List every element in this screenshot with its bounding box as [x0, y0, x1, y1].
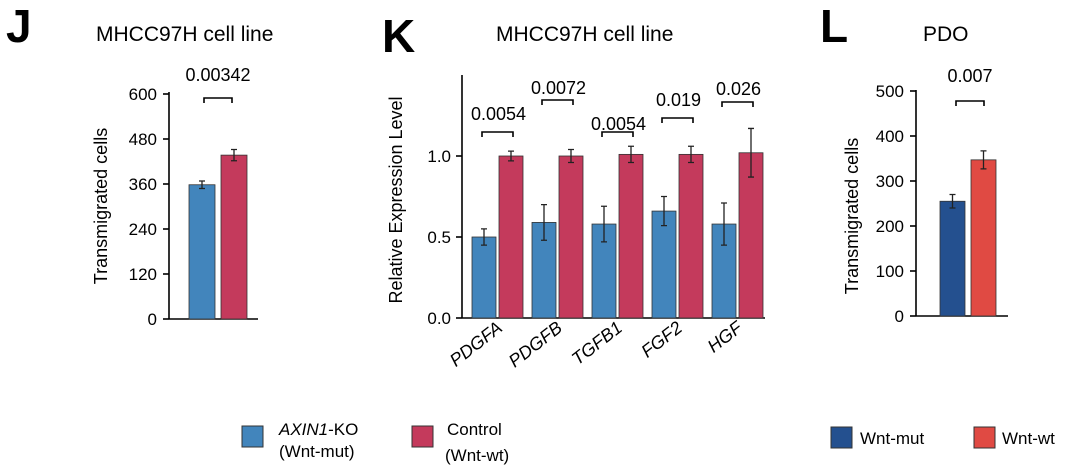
- legend-label-pdo-wnt-wt: Wnt-wt: [1002, 429, 1055, 448]
- panel-j-y-ticks: 0 120 240 360 480 600: [129, 85, 169, 329]
- panel-k-y-ticks: 0.0 0.5 1.0: [427, 147, 462, 328]
- bar: [618, 153, 644, 319]
- panel-j-ylabel: Transmigrated cells: [91, 128, 111, 284]
- error-bar: [661, 195, 667, 227]
- bar: [970, 159, 997, 317]
- category-label: PDGFB: [505, 317, 566, 371]
- legend-swatch-wnt-mut: [830, 426, 853, 449]
- legend-left: AXIN1-KO (Wnt-mut) Control (Wnt-wt): [241, 420, 509, 465]
- legend-label-wnt-wt: (Wnt-wt): [445, 446, 509, 465]
- legend-axin1-suffix: -KO: [328, 420, 358, 439]
- y-tick-label: 480: [129, 130, 157, 149]
- legend-label-axin1-ko: AXIN1-KO: [278, 420, 358, 439]
- y-tick-label: 500: [876, 82, 904, 101]
- category-label: PDGFA: [446, 317, 506, 370]
- panel-l-ylabel: Transmigrated cells: [842, 138, 862, 294]
- pvalue-label: 0.026: [716, 79, 761, 99]
- pvalue-bracket: [481, 131, 514, 137]
- panel-j-pvalue: 0.00342: [185, 65, 250, 85]
- error-bar: [568, 148, 574, 164]
- error-bar: [721, 202, 727, 246]
- pvalue-label: 0.0054: [591, 114, 646, 134]
- error-bar: [231, 148, 237, 162]
- panel-k-bars: [471, 127, 764, 319]
- legend-label-control: Control: [447, 420, 502, 439]
- y-tick-label: 120: [129, 265, 157, 284]
- bar: [651, 210, 677, 319]
- y-tick-label: 0: [895, 307, 904, 326]
- bar: [188, 184, 216, 320]
- panel-j: J MHCC97H cell line Transmigrated cells …: [6, 0, 273, 329]
- pvalue-bracket: [661, 117, 694, 123]
- y-tick-label: 200: [876, 217, 904, 236]
- error-bar: [688, 145, 694, 164]
- error-bar: [481, 228, 487, 246]
- pvalue-bracket: [721, 101, 754, 107]
- y-tick-label: 240: [129, 220, 157, 239]
- bar: [939, 200, 966, 317]
- error-bar: [748, 127, 754, 178]
- pvalue-label: 0.0054: [471, 104, 526, 124]
- legend-label-wnt-mut: (Wnt-mut): [279, 442, 355, 461]
- y-tick-label: 100: [876, 262, 904, 281]
- panel-l: L PDO Transmigrated cells 0 100 200 300 400 5…: [820, 0, 1008, 326]
- error-bar: [949, 193, 956, 209]
- legend-swatch-axin1-ko: [241, 425, 264, 448]
- legend-swatch-wnt-wt: [973, 426, 996, 449]
- panel-j-pvalue-bracket: [203, 97, 233, 103]
- error-bar: [541, 203, 547, 241]
- y-tick-label: 360: [129, 175, 157, 194]
- panel-letter-k: K: [382, 10, 415, 62]
- bar: [678, 153, 704, 319]
- bar: [558, 155, 584, 319]
- panel-l-pvalue: 0.007: [947, 66, 992, 86]
- y-tick-label: 1.0: [427, 147, 451, 166]
- panel-l-y-ticks: 0 100 200 300 400 500: [876, 82, 916, 326]
- legend-label-pdo-wnt-mut: Wnt-mut: [860, 429, 925, 448]
- y-tick-label: 600: [129, 85, 157, 104]
- legend-right: Wnt-mut Wnt-wt: [830, 426, 1055, 449]
- error-bar: [199, 180, 205, 190]
- y-tick-label: 400: [876, 127, 904, 146]
- legend-swatch-control: [411, 425, 434, 448]
- y-tick-label: 0.5: [427, 228, 451, 247]
- y-tick-label: 0: [148, 310, 157, 329]
- category-label: TGFB1: [568, 317, 626, 368]
- panel-k-ylabel: Relative Expression Level: [386, 96, 406, 303]
- panel-letter-l: L: [820, 0, 848, 52]
- error-bar: [980, 150, 987, 170]
- panel-k-title: MHCC97H cell line: [496, 23, 673, 46]
- bar: [738, 152, 764, 319]
- panel-k: K MHCC97H cell line Relative Expression …: [382, 10, 765, 371]
- panel-l-title: PDO: [923, 23, 969, 46]
- y-tick-label: 300: [876, 172, 904, 191]
- pvalue-label: 0.0072: [531, 78, 586, 98]
- bar: [498, 155, 524, 319]
- panel-l-pvalue-bracket: [955, 100, 985, 106]
- error-bar: [601, 205, 607, 243]
- category-label: HGF: [704, 317, 747, 357]
- bar: [220, 154, 248, 320]
- bar: [471, 236, 497, 319]
- panel-letter-j: J: [6, 0, 32, 52]
- panel-l-bars: [939, 150, 997, 317]
- y-tick-label: 0.0: [427, 309, 451, 328]
- panel-j-title: MHCC97H cell line: [96, 23, 273, 46]
- pvalue-bracket: [541, 99, 574, 105]
- error-bar: [508, 150, 514, 162]
- panel-j-bars: [188, 148, 248, 320]
- category-label: FGF2: [637, 317, 686, 361]
- pvalue-bracket: [601, 131, 634, 137]
- legend-axin1-italic: AXIN1: [278, 420, 328, 439]
- pvalue-label: 0.019: [656, 90, 701, 110]
- error-bar: [628, 145, 634, 164]
